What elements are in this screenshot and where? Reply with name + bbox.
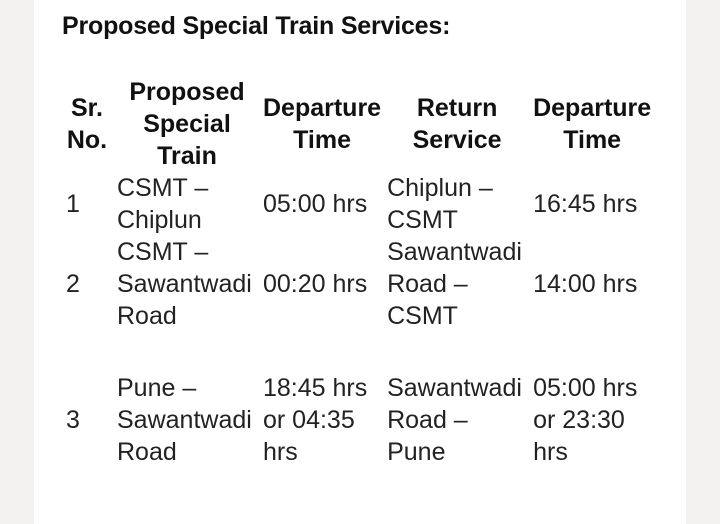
article-card: Proposed Special Train Services: Sr. No.… xyxy=(34,0,686,524)
cell-return-departure: 14:00 hrs xyxy=(533,270,638,298)
cell-return: Sawantwadi Road – CSMT xyxy=(387,238,522,330)
cell-train: CSMT – Sawantwadi Road xyxy=(117,238,252,330)
cell-return: Chiplun – CSMT xyxy=(387,174,493,234)
header-return-departure-time: Departure Time xyxy=(533,94,652,154)
cell-train: CSMT – Chiplun xyxy=(117,174,209,234)
cell-departure: 18:45 hrs or 04:35 hrs xyxy=(263,374,368,466)
cell-sr: 2 xyxy=(66,270,80,298)
cell-sr: 3 xyxy=(66,406,80,434)
header-sr-no: Sr. No. xyxy=(66,94,108,154)
cell-departure: 00:20 hrs xyxy=(263,270,368,298)
table-row: 3 Pune – Sawantwadi Road 18:45 hrs or 04… xyxy=(60,332,654,468)
header-proposed-train: Proposed Special Train xyxy=(129,78,245,170)
cell-return: Sawantwadi Road – Pune xyxy=(387,374,522,466)
table-header-row: Sr. No. Proposed Special Train Departure… xyxy=(60,76,654,172)
cell-sr: 1 xyxy=(66,190,80,218)
cell-train: Pune – Sawantwadi Road xyxy=(117,374,252,466)
train-services-table: Sr. No. Proposed Special Train Departure… xyxy=(60,76,654,468)
table-row: 1 CSMT – Chiplun 05:00 hrs Chiplun – CSM… xyxy=(60,172,654,236)
section-heading: Proposed Special Train Services: xyxy=(62,12,451,40)
header-departure-time: Departure Time xyxy=(263,94,382,154)
cell-return-departure: 05:00 hrs or 23:30 hrs xyxy=(533,374,638,466)
cell-departure: 05:00 hrs xyxy=(263,190,368,218)
table-row: 2 CSMT – Sawantwadi Road 00:20 hrs Sawan… xyxy=(60,236,654,332)
header-return-service: Return Service xyxy=(412,94,502,154)
cell-return-departure: 16:45 hrs xyxy=(533,190,638,218)
